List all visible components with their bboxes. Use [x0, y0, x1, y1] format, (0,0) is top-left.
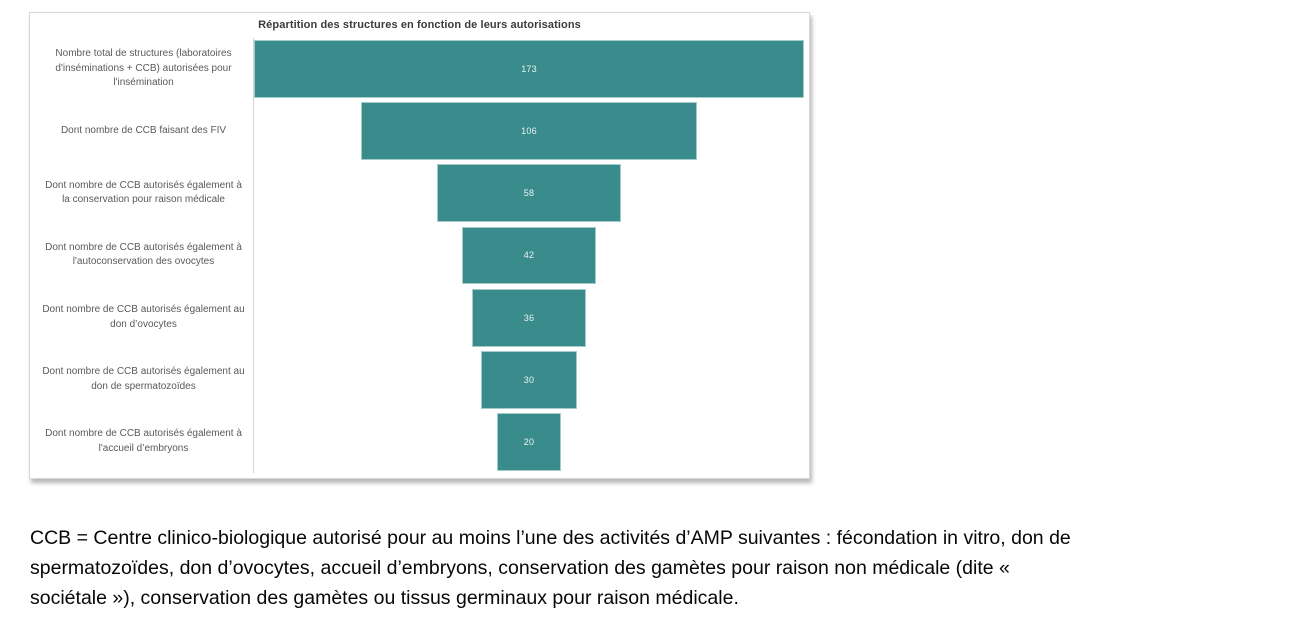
- bar-value-label: 30: [523, 374, 535, 385]
- bar-area: 58: [253, 162, 804, 225]
- footnote-line: CCB = Centre clinico-biologique autorisé…: [30, 527, 1071, 549]
- bar-value-label: 173: [521, 64, 537, 75]
- category-label: Dont nombre de CCB autorisés également à…: [45, 179, 242, 206]
- chart-row: Dont nombre de CCB autorisés également a…: [30, 348, 804, 411]
- chart-title: Répartition des structures en fonction d…: [258, 19, 581, 31]
- chart-row: Dont nombre de CCB autorisés également a…: [30, 286, 804, 349]
- chart-rows: Nombre total de structures (laboratoires…: [30, 38, 804, 473]
- bar-area: 30: [253, 348, 804, 411]
- chart-row: Dont nombre de CCB autorisés également à…: [30, 410, 804, 473]
- bar-area: 173: [253, 38, 804, 101]
- footnote-paragraph: CCB = Centre clinico-biologique autorisé…: [30, 523, 1071, 613]
- chart-figure: Répartition des structures en fonction d…: [29, 12, 810, 479]
- funnel-bar: 42: [462, 226, 596, 285]
- bar-area: 106: [253, 100, 804, 163]
- category-label: Dont nombre de CCB faisant des FIV: [60, 124, 227, 136]
- bar-value-label: 58: [523, 188, 535, 199]
- chart-row: Nombre total de structures (laboratoires…: [30, 38, 804, 101]
- bar-value-label: 42: [523, 250, 535, 261]
- footnote-line: spermatozoïdes, don d’ovocytes, accueil …: [30, 557, 1010, 579]
- category-label: Dont nombre de CCB autorisés également à…: [45, 428, 242, 454]
- category-label: Nombre total de structures (laboratoires…: [55, 48, 232, 89]
- funnel-bar: 106: [360, 102, 698, 161]
- funnel-bar: 58: [436, 164, 622, 223]
- category-label: Dont nombre de CCB autorisés également a…: [42, 366, 245, 392]
- bar-area: 42: [253, 224, 804, 287]
- footnote-line: sociétale »), conservation des gamètes o…: [30, 587, 739, 609]
- funnel-bar: 36: [471, 288, 587, 347]
- bar-area: 36: [253, 286, 804, 349]
- funnel-bar: 173: [254, 40, 804, 98]
- bar-value-label: 36: [523, 312, 535, 323]
- funnel-bar: 30: [481, 350, 577, 409]
- category-label: Dont nombre de CCB autorisés également a…: [42, 304, 245, 330]
- chart-row: Dont nombre de CCB faisant des FIV 106: [30, 100, 804, 163]
- chart-row: Dont nombre de CCB autorisés également à…: [30, 224, 804, 287]
- category-label: Dont nombre de CCB autorisés également à…: [45, 241, 242, 268]
- funnel-bar: 20: [497, 413, 561, 471]
- bar-value-label: 20: [523, 436, 535, 447]
- bar-area: 20: [253, 410, 804, 473]
- chart-row: Dont nombre de CCB autorisés également à…: [30, 162, 804, 225]
- bar-value-label: 106: [521, 126, 537, 137]
